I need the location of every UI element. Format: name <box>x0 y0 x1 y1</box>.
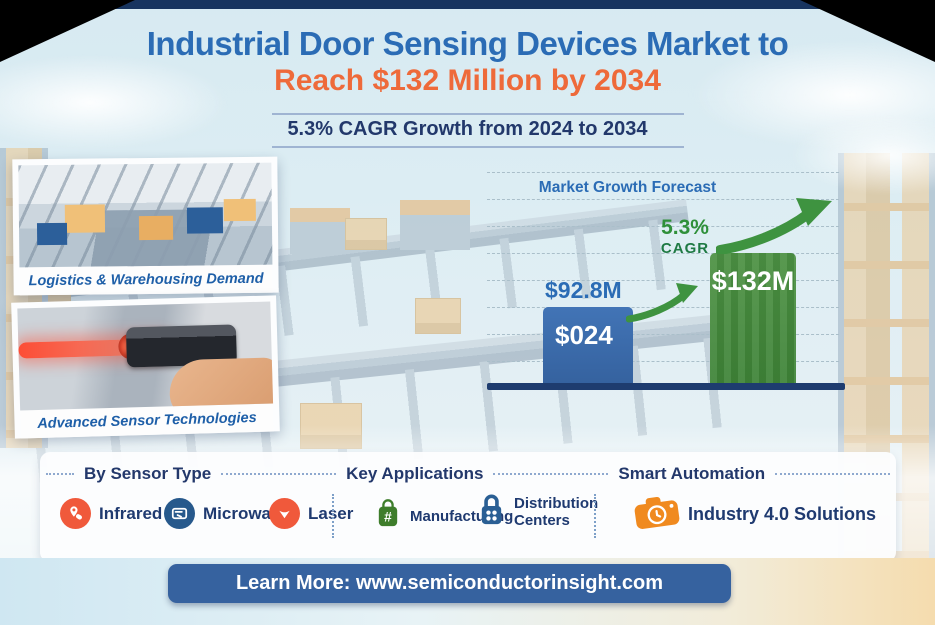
bar-value-label-2024: $92.8M <box>545 277 622 303</box>
dotted-line <box>221 473 337 475</box>
application-distribution-centers: Distribution Centers <box>477 492 606 531</box>
section-heading-sensor-type: By Sensor Type <box>84 464 212 483</box>
cagr-value: 5.3% <box>661 216 709 239</box>
gridline <box>487 199 839 200</box>
application-label: Distribution Centers <box>514 494 599 529</box>
gridline <box>487 253 839 254</box>
gridline <box>487 361 839 362</box>
distribution-lock-icon <box>477 492 506 531</box>
sensor-type-laser: Laser <box>269 498 353 529</box>
growth-arrow-small-icon <box>626 283 698 323</box>
automation-industry-4-0: Industry 4.0 Solutions <box>634 494 876 535</box>
photo-card-logistics: Logistics & Warehousing Demand <box>12 156 279 296</box>
page-title-line2: Reach $132 Million by 2034 <box>274 64 661 97</box>
automation-label: Industry 4.0 Solutions <box>688 504 877 524</box>
bar-2034: $132M <box>710 253 796 384</box>
infrared-pin-icon <box>60 498 91 529</box>
dotted-line <box>775 473 891 475</box>
sensor-type-infrared: Infrared <box>60 498 162 529</box>
manufacturing-bag-icon: # <box>374 498 402 534</box>
crate-graphic <box>345 218 387 250</box>
panel-separator <box>332 494 334 538</box>
warehouse-photo <box>18 162 273 268</box>
page-title-line1: Industrial Door Sensing Devices Market t… <box>146 25 789 62</box>
panel-headings-row: By Sensor Type Key Applications Smart Au… <box>46 464 891 484</box>
gridline <box>487 280 839 281</box>
sensor-type-label: Microwave <box>203 503 290 523</box>
sensor-type-microwave: Microwave <box>164 498 290 529</box>
laser-arrow-icon <box>269 498 300 529</box>
subtitle-divider-top <box>272 113 684 115</box>
subtitle-divider-bottom <box>272 146 684 148</box>
section-heading-key-applications: Key Applications <box>346 464 484 483</box>
sensor-type-label: Laser <box>308 503 354 523</box>
panel-separator <box>594 494 596 538</box>
photo-caption: Logistics & Warehousing Demand <box>19 264 273 296</box>
hand-graphic <box>168 357 274 411</box>
dotted-line <box>46 473 74 475</box>
photo-card-sensor: Advanced Sensor Technologies <box>11 295 280 439</box>
learn-more-button[interactable]: Learn More: www.semiconductorinsight.com <box>168 564 731 603</box>
top-accent-bar <box>0 0 935 9</box>
machine-graphic <box>290 208 350 254</box>
gridline <box>487 226 839 227</box>
sensor-type-label: Infrared <box>99 503 163 523</box>
gridline <box>487 334 839 335</box>
cloud-graphic <box>0 55 230 150</box>
svg-text:#: # <box>384 510 392 525</box>
cagr-annotation: 5.3% CAGR <box>645 216 725 257</box>
cagr-label: CAGR <box>660 240 710 257</box>
growth-arrow-large-icon <box>716 198 832 254</box>
bar-2024: $024 <box>543 307 633 384</box>
chart-baseline <box>487 383 845 390</box>
machine-graphic <box>400 200 470 250</box>
subtitle-cagr: 5.3% CAGR Growth from 2024 to 2034 <box>287 118 648 140</box>
camera-icon <box>631 491 682 538</box>
laser-sensor-photo <box>17 301 274 411</box>
dotted-line <box>493 473 609 475</box>
crate-graphic <box>415 298 461 334</box>
gridline <box>487 172 839 173</box>
section-heading-smart-automation: Smart Automation <box>618 464 766 483</box>
chart-title: Market Growth Forecast <box>538 179 717 196</box>
microwave-screen-icon <box>164 498 195 529</box>
